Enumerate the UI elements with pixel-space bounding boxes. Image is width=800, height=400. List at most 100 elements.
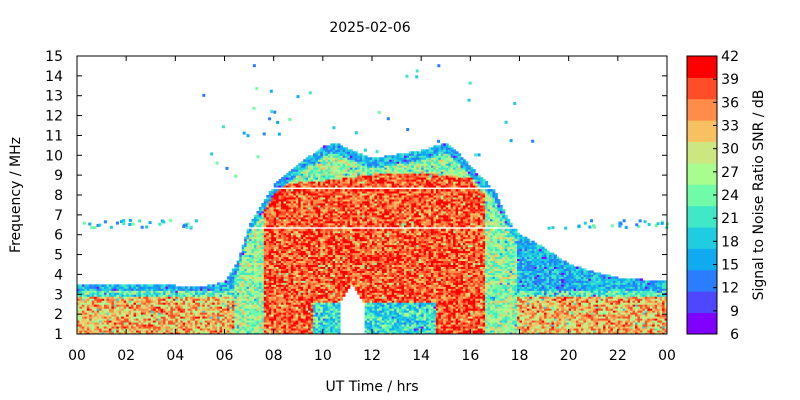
heatmap-cell <box>212 294 216 297</box>
heatmap-cell <box>273 300 277 303</box>
heatmap-cell <box>217 300 221 303</box>
heatmap-cell <box>116 308 120 311</box>
heatmap-cell <box>190 312 194 315</box>
heatmap-cell <box>278 244 282 248</box>
heatmap-cell <box>94 306 98 309</box>
heatmap-cell <box>276 230 280 234</box>
heatmap-cell <box>214 312 218 315</box>
heatmap-cell <box>99 318 103 321</box>
heatmap-cell <box>204 290 208 293</box>
heatmap-cell <box>249 296 253 299</box>
heatmap-cell <box>229 298 233 301</box>
heatmap-cell <box>261 288 265 291</box>
heatmap-cell <box>104 326 107 329</box>
heatmap-cell <box>271 290 275 293</box>
heatmap-cell <box>199 288 203 291</box>
heatmap-cell <box>158 302 162 305</box>
heatmap-cell <box>239 280 243 283</box>
heatmap-cell <box>276 244 280 248</box>
heatmap-cell <box>140 306 144 309</box>
heatmap-cell <box>271 324 275 327</box>
heatmap-cell <box>278 332 282 335</box>
heatmap-cell <box>155 298 159 301</box>
heatmap-cell <box>79 332 83 335</box>
heatmap-cell <box>101 288 105 291</box>
heatmap-cell <box>268 254 272 258</box>
heatmap-cell <box>212 332 216 335</box>
heatmap-cell <box>207 316 211 319</box>
heatmap-cell <box>241 284 245 287</box>
heatmap-cell <box>256 330 260 333</box>
heatmap-cell <box>126 308 130 311</box>
heatmap-cell <box>251 306 255 309</box>
heatmap-cell <box>266 214 270 218</box>
heatmap-cell <box>121 332 125 335</box>
heatmap-cell <box>118 284 122 287</box>
heatmap-cell <box>170 302 174 305</box>
heatmap-cell <box>273 332 277 335</box>
heatmap-cell <box>273 330 277 333</box>
heatmap-cell <box>128 314 132 317</box>
heatmap-cell <box>204 304 208 307</box>
heatmap-cell <box>192 304 196 307</box>
heatmap-cell <box>195 288 198 291</box>
heatmap-cell <box>251 316 255 319</box>
heatmap-cell <box>101 284 105 287</box>
heatmap-cell <box>79 290 83 293</box>
heatmap-cell <box>263 258 267 262</box>
heatmap-cell <box>140 332 144 335</box>
heatmap-cell <box>94 308 98 311</box>
heatmap-cell <box>231 326 235 329</box>
heatmap-cell <box>101 320 105 323</box>
heatmap-cell <box>261 280 265 283</box>
heatmap-cell <box>172 326 176 329</box>
heatmap-cell <box>91 312 95 315</box>
heatmap-cell <box>261 236 265 240</box>
heatmap-cell <box>268 286 272 289</box>
heatmap-cell <box>170 292 174 295</box>
heatmap-cell <box>234 298 238 301</box>
heatmap-cell <box>140 324 144 327</box>
heatmap-cell <box>263 302 267 305</box>
heatmap-cell <box>256 224 260 228</box>
heatmap-cell <box>268 328 272 331</box>
heatmap-cell <box>229 314 233 317</box>
heatmap-cell <box>123 332 127 335</box>
heatmap-cell <box>251 240 255 244</box>
heatmap-cell <box>197 294 201 297</box>
heatmap-cell <box>148 292 152 295</box>
heatmap-cell <box>224 300 228 303</box>
heatmap-cell <box>84 284 88 287</box>
heatmap-cell <box>192 300 196 303</box>
heatmap-cell <box>239 288 243 291</box>
heatmap-cell <box>180 296 184 299</box>
heatmap-cell <box>251 274 255 277</box>
heatmap-cell <box>236 290 240 293</box>
heatmap-cell <box>256 280 260 283</box>
heatmap-cell <box>106 320 110 323</box>
heatmap-cell <box>271 258 275 262</box>
heatmap-cell <box>266 300 270 303</box>
heatmap-cell <box>172 302 176 305</box>
heatmap-cell <box>239 294 243 297</box>
heatmap-cell <box>231 276 235 279</box>
heatmap-cell <box>81 318 85 321</box>
heatmap-cell <box>246 316 250 319</box>
heatmap-cell <box>244 298 248 301</box>
heatmap-cell <box>254 330 257 333</box>
heatmap-cell <box>86 308 90 311</box>
heatmap-cell <box>234 294 238 297</box>
heatmap-cell <box>256 214 260 218</box>
heatmap-cell <box>251 276 255 279</box>
heatmap-cell <box>246 296 250 299</box>
heatmap-cell <box>261 314 265 317</box>
heatmap-cell <box>167 322 171 325</box>
heatmap-cell <box>276 181 280 184</box>
heatmap-cell <box>153 314 157 317</box>
heatmap-cell <box>202 302 206 305</box>
heatmap-cell <box>246 266 250 269</box>
heatmap-cell <box>96 332 100 335</box>
heatmap-cell <box>263 318 267 321</box>
heatmap-cell <box>273 308 277 311</box>
heatmap-cell <box>271 204 275 208</box>
